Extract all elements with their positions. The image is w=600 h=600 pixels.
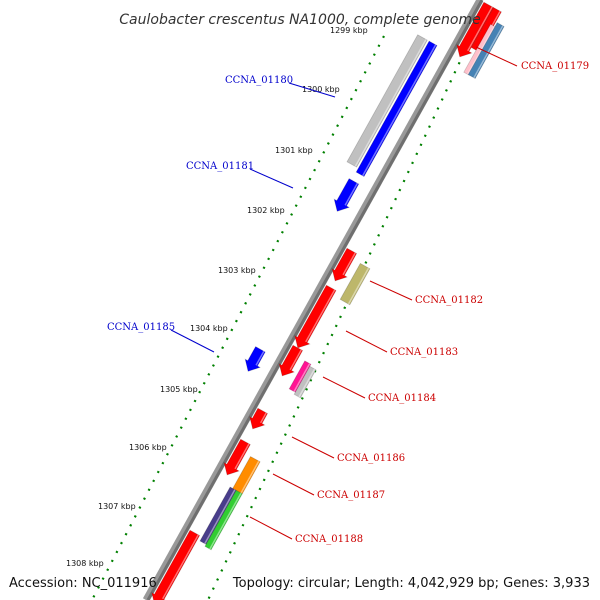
feature-12-highlight [234,443,250,470]
gene-leader-line [322,376,366,399]
feature-16-highlight [209,492,242,550]
gene-label[interactable]: CCNA_01183 [390,347,458,358]
gene-label[interactable]: CCNA_01179 [521,61,589,72]
kbp-tick-label: 1304 kbp [190,324,228,333]
summary-text: Topology: circular; Length: 4,042,929 bp… [232,576,590,591]
feature-2 [346,34,428,168]
kbp-tick-label: 1308 kbp [66,559,104,568]
feature-5-highlight [342,252,356,276]
feature-9 [249,407,269,430]
backbone-shade [146,0,484,600]
backbone [142,0,484,600]
gene-leader-line [475,46,518,67]
gene-label[interactable]: CCNA_01188 [295,534,363,545]
kbp-tick-label: 1302 kbp [247,206,285,215]
gene-label[interactable]: CCNA_01185 [107,322,175,333]
feature-4 [244,346,266,372]
feature-6 [294,284,337,349]
kbp-tick-label: 1306 kbp [129,443,167,452]
gene-leader-line [345,330,388,353]
feature-4-highlight [255,350,265,366]
gene-leader-line [249,516,293,540]
feature-11-highlight [298,368,316,398]
gene-label[interactable]: CCNA_01187 [317,490,385,501]
inner-tick-ring [91,35,385,600]
feature-15 [199,486,237,545]
gene-leader-line [249,168,294,189]
gene-label[interactable]: CCNA_01180 [225,75,293,86]
feature-12 [223,438,251,476]
feature-7-highlight [347,267,370,305]
map-title: Caulobacter crescentus NA1000, complete … [119,12,480,28]
feature-9-highlight [260,412,267,424]
gene-label[interactable]: CCNA_01186 [337,453,405,464]
gene-leader-line [288,82,336,98]
feature-11 [293,365,317,399]
kbp-tick-label: 1305 kbp [160,385,198,394]
gene-labels: CCNA_01180 CCNA_01181 CCNA_01185 CCNA_01179… [107,46,589,545]
feature-7 [339,262,371,306]
feature-17-highlight [467,6,493,52]
feature-16 [204,489,243,551]
feature-15-highlight [204,489,236,545]
accession-text: Accession: NC_011916 [9,576,157,591]
kbp-tick-label: 1301 kbp [275,146,313,155]
gene-label[interactable]: CCNA_01184 [368,393,436,404]
feature-13-highlight [162,534,199,600]
feature-1-highlight [362,44,437,177]
kbp-tick-label: 1299 kbp [330,26,368,35]
feature-14-highlight [240,460,260,494]
gene-label[interactable]: CCNA_01182 [415,295,483,306]
feature-20 [467,22,505,80]
feature-19-highlight [467,26,496,75]
feature-track [151,1,505,600]
gene-leader-line [291,436,335,459]
feature-8 [278,344,304,377]
kbp-tick-label: 1300 kbp [302,85,340,94]
feature-20-highlight [473,25,504,79]
feature-1 [355,40,438,178]
feature-13 [151,529,201,600]
feature-17 [456,1,495,58]
kbp-tick-label: 1303 kbp [218,266,256,275]
feature-10-highlight [293,363,311,392]
kbp-ticks: 1299 kbp 1300 kbp 1301 kbp 1302 kbp 1303 kbp… [66,26,368,568]
gene-leader-line [272,473,315,496]
gene-label[interactable]: CCNA_01181 [186,161,254,172]
feature-2-highlight [354,39,427,167]
feature-3 [333,178,360,212]
gene-leader-line [170,329,215,353]
feature-3-highlight [344,182,359,206]
feature-6-highlight [305,289,336,343]
feature-8-highlight [289,349,302,371]
kbp-tick-label: 1307 kbp [98,502,136,511]
feature-5 [331,247,358,282]
gene-leader-line [369,280,413,301]
